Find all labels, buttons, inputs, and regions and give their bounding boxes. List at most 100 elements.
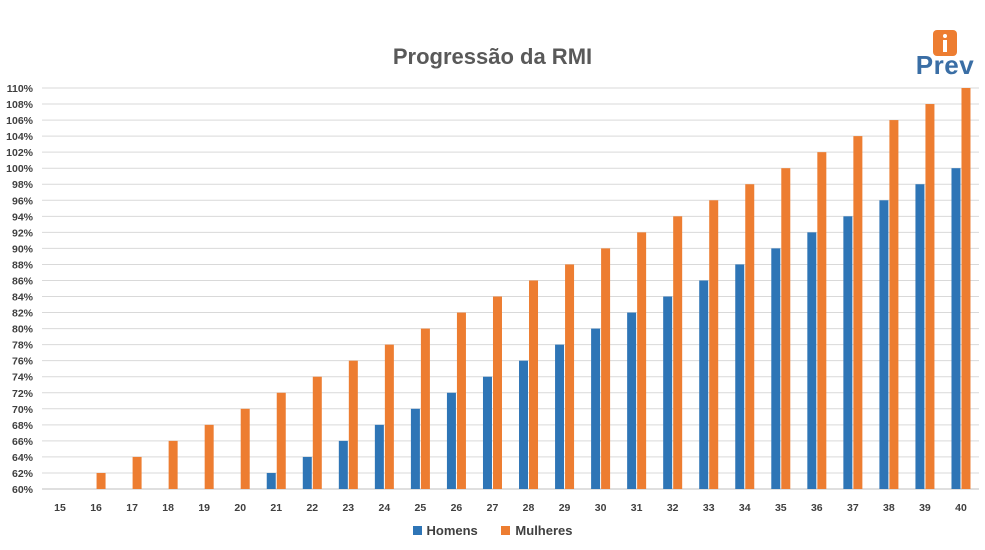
legend-label-mulheres: Mulheres [515,523,573,538]
bar-homens-27 [482,376,492,489]
bar-homens-37 [843,216,853,489]
x-tick-label: 21 [270,502,282,514]
bar-mulheres-31 [637,232,647,490]
x-tick-label: 30 [595,502,607,514]
x-tick-label: 33 [703,502,715,514]
bar-mulheres-21 [276,392,286,489]
x-tick-label: 16 [90,502,102,514]
y-tick-label: 78% [12,340,34,352]
chart-title: Progressão da RMI [392,44,593,69]
bar-homens-35 [771,248,781,489]
legend-swatch-homens [412,526,422,535]
y-tick-label: 82% [12,308,34,320]
bar-homens-23 [338,440,348,489]
bar-homens-36 [807,232,817,490]
y-tick-label: 74% [12,372,34,384]
legend-item-mulheres: Mulheres [501,523,573,538]
bar-homens-40 [951,168,961,489]
bar-homens-22 [302,456,312,489]
y-tick-label: 108% [6,99,34,111]
x-tick-label: 22 [306,502,318,514]
bar-homens-31 [627,312,637,489]
x-tick-label: 36 [811,502,823,514]
info-icon [933,30,957,56]
bar-homens-26 [446,392,456,489]
x-tick-label: 17 [126,502,138,514]
y-tick-label: 88% [12,259,34,271]
x-tick-label: 40 [955,502,967,514]
bar-mulheres-38 [889,120,899,489]
x-tick-label: 34 [739,502,751,514]
y-tick-label: 94% [12,211,34,223]
y-tick-label: 66% [12,436,34,448]
y-tick-label: 92% [12,227,34,239]
bar-homens-30 [591,328,601,489]
y-tick-label: 86% [12,275,34,287]
bar-homens-39 [915,184,925,490]
y-axis-ticks: 60% 62% 64% 66% 68% 70% 72% 74% 76% 78% 80% 82% 84% 8… [6,83,34,496]
bar-mulheres-24 [384,344,394,489]
bar-homens-34 [735,264,745,489]
y-tick-label: 96% [12,195,34,207]
y-tick-label: 60% [12,484,34,496]
x-tick-label: 38 [883,502,895,514]
y-tick-label: 104% [6,131,34,143]
bar-homens-32 [663,296,673,489]
x-tick-label: 28 [523,502,535,514]
x-tick-label: 18 [162,502,174,514]
bar-homens-28 [519,360,529,489]
bar-mulheres-23 [348,360,358,489]
x-tick-label: 31 [631,502,643,514]
y-tick-label: 80% [12,324,34,336]
bar-mulheres-34 [745,184,755,490]
y-tick-label: 68% [12,420,34,432]
bar-homens-25 [410,408,420,489]
bar-mulheres-30 [601,248,611,489]
x-tick-label: 37 [847,502,859,514]
y-tick-label: 102% [6,147,34,159]
x-tick-label: 15 [54,502,66,514]
legend-item-homens: Homens [412,523,478,538]
bar-homens-33 [699,280,709,489]
x-tick-label: 20 [234,502,246,514]
bar-mulheres-29 [565,264,575,489]
bar-homens-21 [266,472,276,489]
bar-mulheres-17 [132,456,142,489]
logo-text: Prev [915,50,975,80]
y-tick-label: 72% [12,388,34,400]
bar-mulheres-26 [456,312,466,489]
y-tick-label: 64% [12,452,34,464]
x-tick-label: 29 [559,502,571,514]
bar-homens-29 [555,344,565,489]
x-tick-label: 23 [342,502,354,514]
y-tick-label: 90% [12,243,34,255]
bar-mulheres-28 [529,280,539,489]
bar-mulheres-27 [492,296,502,489]
x-tick-label: 27 [487,502,499,514]
prev-logo: Prev [912,30,978,80]
y-tick-label: 76% [12,356,34,368]
bar-mulheres-35 [781,168,791,489]
bar-mulheres-19 [204,424,214,489]
x-tick-label: 35 [775,502,787,514]
y-tick-label: 70% [12,404,34,416]
bars [96,88,971,490]
y-tick-label: 84% [12,292,34,304]
bar-mulheres-40 [961,88,971,489]
y-tick-label: 62% [12,468,34,480]
x-tick-label: 25 [415,502,427,514]
y-tick-label: 106% [6,115,34,127]
bar-mulheres-37 [853,136,863,489]
legend: Homens Mulheres [0,523,985,538]
x-tick-label: 19 [198,502,210,514]
x-tick-label: 32 [667,502,679,514]
bar-mulheres-25 [420,328,430,489]
y-tick-label: 100% [6,163,34,175]
y-tick-label: 98% [12,179,34,191]
bar-mulheres-39 [925,104,935,489]
x-tick-label: 24 [379,502,391,514]
bar-mulheres-20 [240,408,250,489]
bar-mulheres-18 [168,440,178,489]
bar-mulheres-32 [673,216,683,489]
bar-mulheres-36 [817,152,827,489]
